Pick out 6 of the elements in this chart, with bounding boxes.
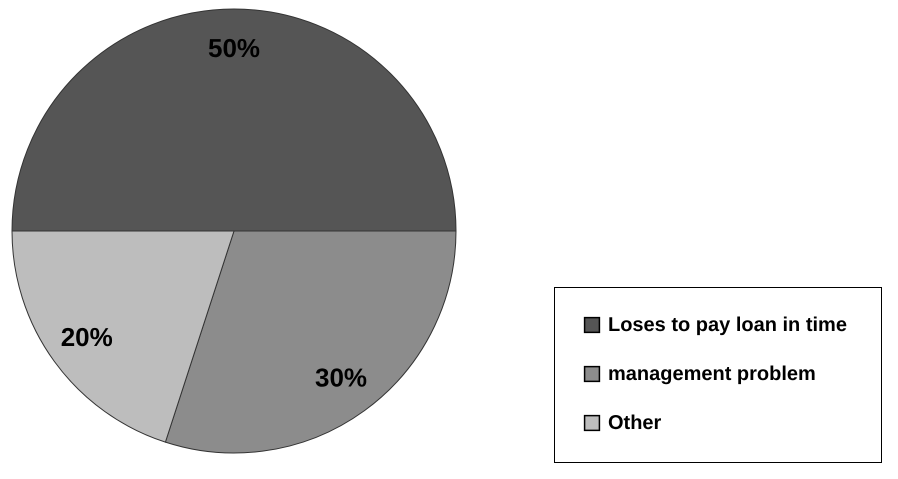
legend-label: management problem	[608, 363, 816, 385]
legend-label: Loses to pay loan in time	[608, 314, 847, 336]
data-label: 50%	[208, 32, 260, 63]
legend-label: Other	[608, 412, 662, 434]
data-label: 30%	[314, 362, 368, 392]
data-label: 20%	[60, 322, 113, 352]
